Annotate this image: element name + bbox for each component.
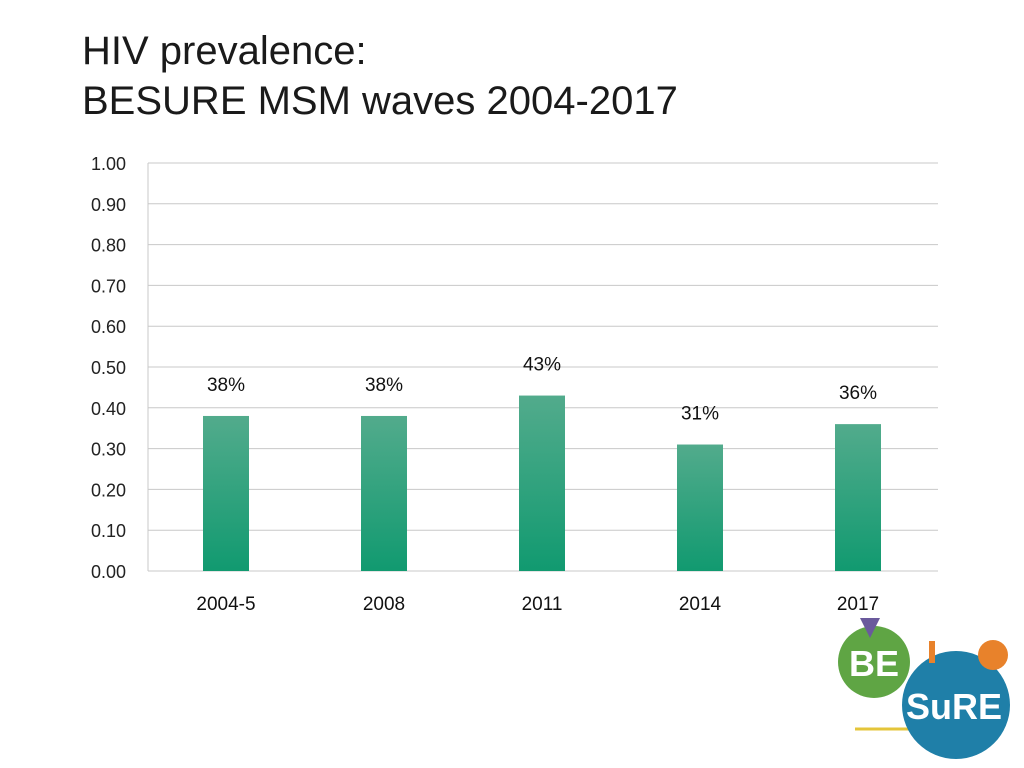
y-tick-label: 1.00 [91,154,126,174]
besure-logo: BE SuRE [838,618,1010,759]
bar [203,415,249,571]
data-label: 38% [207,375,245,396]
y-tick-label: 0.80 [91,236,126,256]
bar [835,424,881,571]
x-tick-label: 2014 [679,594,722,615]
logo-sure-text: SuRE [906,686,1002,727]
y-tick-label: 0.70 [91,276,126,296]
y-tick-label: 0.30 [91,440,126,460]
grid-lines [148,162,938,572]
y-tick-label: 0.00 [91,562,126,582]
x-tick-label: 2017 [837,594,879,615]
logo-orange-bar [929,641,935,663]
bars [203,395,881,571]
title-line-1: HIV prevalence: [82,29,367,73]
page-title: HIV prevalence: BESURE MSM waves 2004-20… [82,26,678,126]
y-tick-label: 0.10 [91,521,126,541]
data-label: 36% [839,383,877,404]
y-tick-label: 0.40 [91,399,126,419]
data-label: 38% [365,375,403,396]
logo-be-text: BE [849,643,899,684]
data-label: 31% [681,404,719,425]
data-label: 43% [523,355,561,376]
bar [361,415,407,571]
logo-triangle [860,618,880,638]
y-tick-label: 0.60 [91,317,126,337]
bar [519,395,565,571]
logo-orange-dot [978,640,1008,670]
labels: 0.00 0.10 0.20 0.30 0.40 0.50 0.60 0.70 0.80 0.90… [91,154,879,615]
x-tick-label: 2011 [522,594,563,615]
y-tick-label: 0.90 [91,195,126,215]
title-line-2: BESURE MSM waves 2004-2017 [82,79,678,123]
y-tick-label: 0.50 [91,358,126,378]
x-tick-label: 2004-5 [196,594,255,615]
bar [677,444,723,571]
y-tick-label: 0.20 [91,480,126,500]
x-tick-label: 2008 [363,594,405,615]
logo-be-circle [838,626,910,698]
logo-sure-circle [902,651,1010,759]
